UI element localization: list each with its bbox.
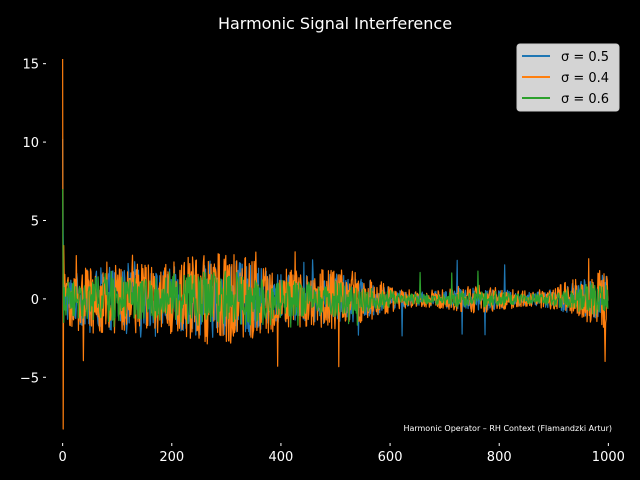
chart-title: Harmonic Signal Interference bbox=[218, 14, 452, 33]
y-tick-label-4: 15 bbox=[22, 58, 39, 73]
y-tick-label-2: 5 bbox=[31, 214, 39, 229]
y-tick-label-1: 0 bbox=[31, 293, 39, 308]
legend-box bbox=[516, 43, 620, 112]
chart-annotation: Harmonic Operator – RH Context (Flamandz… bbox=[403, 424, 612, 433]
y-tick-label-0: −5 bbox=[20, 371, 39, 386]
series-layer bbox=[62, 58, 609, 430]
axis-layer: 0 200 400 600 800 1000 −5 0 5 10 15 bbox=[20, 58, 625, 465]
legend-label-1: σ = 0.5 bbox=[561, 50, 609, 65]
x-tick-label-2: 400 bbox=[269, 450, 294, 465]
series-line-3 bbox=[62, 189, 609, 328]
series-line-2 bbox=[62, 58, 609, 430]
x-tick-label-1: 200 bbox=[159, 450, 184, 465]
legend-label-3: σ = 0.6 bbox=[561, 92, 609, 107]
legend-label-2: σ = 0.4 bbox=[561, 71, 609, 86]
x-tick-label-0: 0 bbox=[59, 450, 67, 465]
x-tick-label-4: 800 bbox=[487, 450, 512, 465]
x-tick-label-5: 1000 bbox=[592, 450, 625, 465]
x-tick-label-3: 600 bbox=[378, 450, 403, 465]
y-tick-label-3: 10 bbox=[22, 136, 39, 151]
legend[interactable]: σ = 0.5 σ = 0.4 σ = 0.6 bbox=[516, 43, 620, 112]
